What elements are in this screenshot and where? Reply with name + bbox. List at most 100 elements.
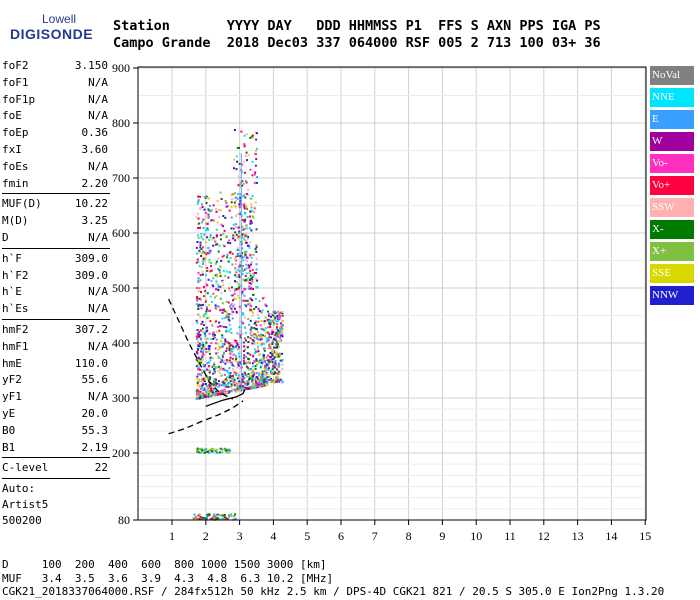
echo-point: [251, 312, 254, 315]
y-tick-label: 300: [112, 391, 130, 405]
param-row: h`F2 309.0: [2, 268, 110, 285]
echo-point: [195, 287, 198, 289]
echo-point: [213, 379, 216, 382]
echo-point: [201, 252, 204, 255]
echo-point: [234, 192, 236, 195]
echo-point: [211, 283, 214, 286]
echo-point: [228, 359, 231, 362]
echo-point: [216, 517, 219, 520]
echo-point: [275, 332, 278, 335]
x-tick-label: 13: [572, 529, 584, 543]
param-row: D N/A: [2, 230, 110, 247]
echo-point: [206, 197, 209, 200]
echo-point: [199, 304, 202, 307]
echo-point: [270, 379, 273, 382]
echo-point: [199, 241, 202, 244]
echo-point: [245, 206, 248, 209]
echo-point: [219, 271, 222, 274]
echo-point: [196, 297, 199, 300]
echo-point: [276, 351, 279, 354]
echo-point: [231, 294, 234, 297]
echo-point: [200, 347, 203, 350]
echo-point: [196, 299, 199, 302]
echo-point: [270, 378, 273, 380]
echo-point: [243, 255, 246, 258]
echo-point: [196, 447, 199, 450]
echo-point: [234, 354, 237, 357]
echo-point: [207, 376, 209, 379]
echo-point: [244, 171, 246, 174]
echo-point: [212, 338, 215, 340]
echo-point: [223, 518, 226, 521]
param-row: foF2 3.150: [2, 58, 110, 75]
echo-point: [276, 353, 279, 356]
echo-point: [255, 376, 258, 379]
echo-point: [266, 378, 269, 381]
echo-point: [197, 313, 200, 316]
echo-point: [225, 315, 228, 318]
echo-point: [235, 271, 238, 274]
echo-point: [260, 384, 263, 387]
echo-point: [200, 396, 203, 399]
param-value: 10.22: [74, 197, 108, 211]
echo-point: [204, 197, 207, 199]
echo-point: [209, 356, 212, 359]
echo-point: [247, 287, 250, 290]
echo-point: [253, 373, 255, 376]
echo-point: [236, 197, 239, 200]
echo-point: [235, 385, 238, 388]
echo-point: [240, 214, 243, 217]
echo-point: [251, 314, 254, 317]
echo-point: [207, 228, 210, 231]
echo-point: [201, 384, 204, 387]
echo-point: [236, 237, 239, 240]
echo-point: [257, 371, 260, 374]
echo-point: [227, 371, 230, 374]
echo-point: [207, 347, 210, 350]
echo-point: [254, 365, 257, 367]
echo-point: [265, 364, 268, 367]
echo-point: [264, 376, 267, 379]
echo-point: [212, 391, 215, 394]
echo-point: [205, 517, 208, 520]
echo-point: [219, 234, 222, 237]
echo-point: [203, 332, 206, 335]
echo-point: [242, 259, 245, 262]
echo-point: [232, 234, 235, 237]
echo-points: [192, 129, 284, 521]
echo-point: [244, 258, 247, 261]
echo-point: [227, 386, 230, 388]
echo-point: [238, 286, 240, 289]
echo-point: [218, 329, 221, 332]
echo-point: [197, 271, 200, 274]
echo-point: [214, 392, 217, 395]
echo-point: [228, 351, 231, 354]
echo-point: [249, 210, 252, 213]
echo-point: [235, 233, 238, 236]
echo-point: [231, 310, 234, 313]
echo-point: [249, 197, 252, 200]
echo-point: [209, 320, 212, 323]
echo-point: [237, 282, 240, 285]
echo-point: [238, 380, 241, 383]
echo-point: [204, 290, 207, 293]
echo-point: [206, 329, 209, 332]
echo-point: [221, 354, 224, 356]
echo-point: [257, 385, 260, 388]
echo-point: [209, 309, 212, 312]
echo-point: [199, 358, 202, 361]
echo-point: [254, 171, 257, 174]
echo-point: [241, 377, 244, 380]
echo-point: [242, 264, 244, 267]
param-row: foF1 N/A: [2, 75, 110, 92]
echo-point: [229, 257, 232, 260]
echo-point: [245, 250, 248, 253]
echo-point: [245, 155, 247, 157]
echo-point: [209, 385, 211, 388]
echo-point: [241, 233, 244, 236]
echo-point: [204, 378, 206, 381]
echo-point: [212, 366, 215, 368]
echo-point: [197, 514, 200, 517]
echo-point: [230, 341, 233, 344]
echo-point: [257, 350, 260, 353]
